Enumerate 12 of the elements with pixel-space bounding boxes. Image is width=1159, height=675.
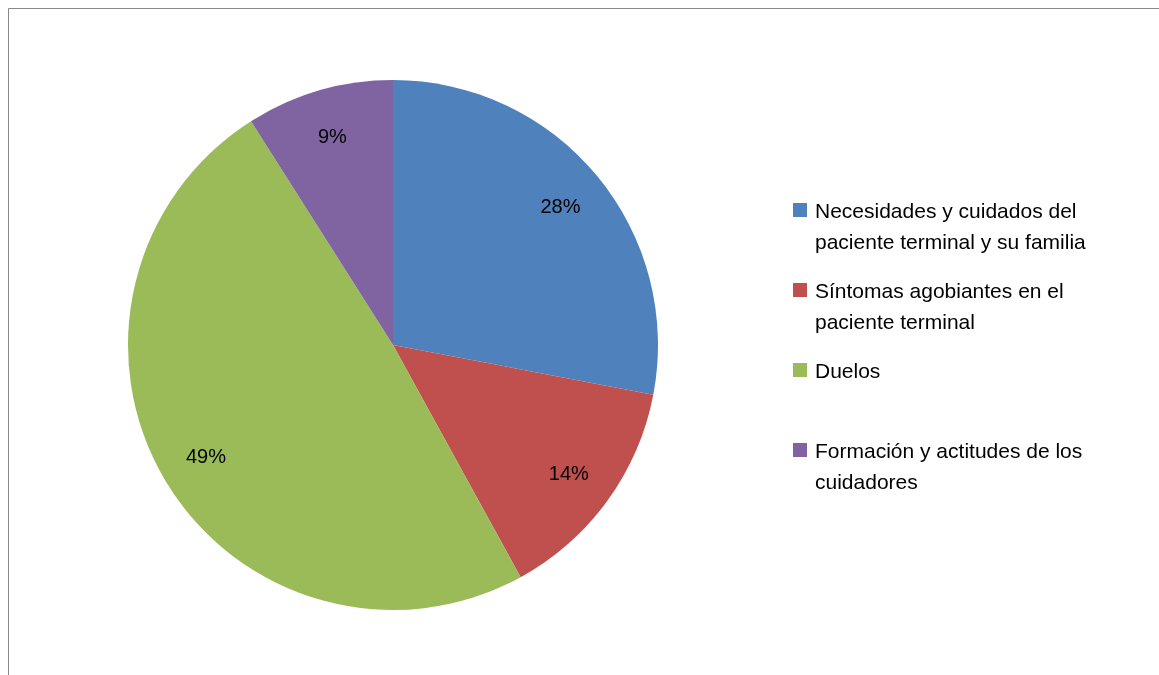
legend-label: Duelos	[815, 358, 881, 382]
data-label: 9%	[317, 125, 348, 148]
pie-slice	[393, 80, 658, 395]
data-label: 49%	[185, 444, 227, 467]
legend-label: Formación y actitudes de los cuidadores	[815, 438, 1083, 493]
legend-label: Síntomas agobiantes en el paciente terminal	[815, 278, 1064, 333]
pie-slice	[251, 80, 393, 345]
pie-slice	[128, 121, 521, 610]
legend-label: Necesidades y cuidados del paciente terminal y su familia	[815, 198, 1087, 253]
pie-slice	[393, 345, 654, 578]
data-label: 14%	[548, 461, 590, 484]
data-label: 28%	[540, 195, 581, 218]
